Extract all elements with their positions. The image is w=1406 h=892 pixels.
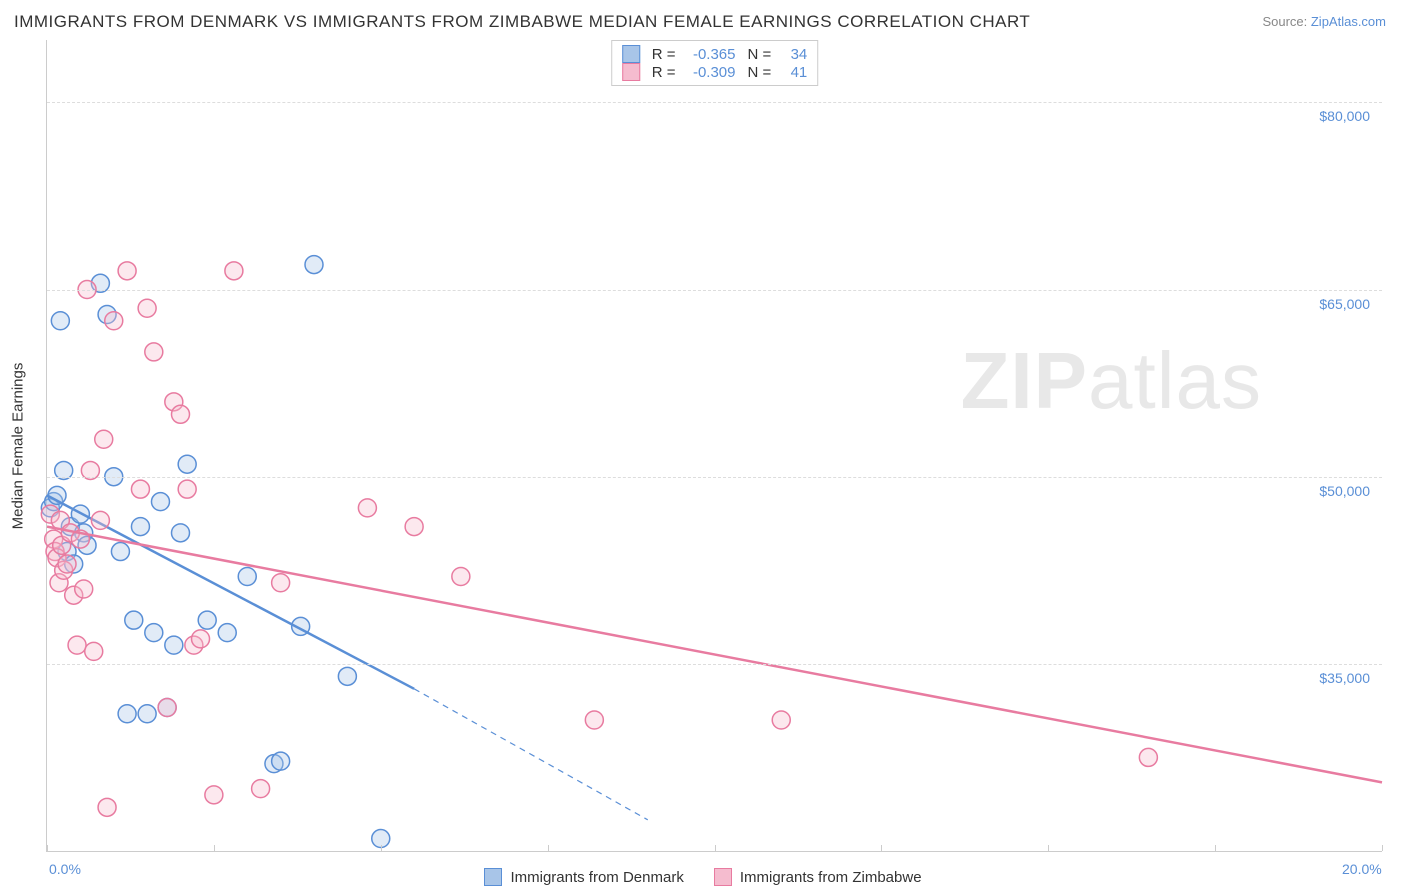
scatter-point	[138, 299, 156, 317]
scatter-point	[585, 711, 603, 729]
source-attribution: Source: ZipAtlas.com	[1262, 14, 1386, 29]
scatter-point	[172, 524, 190, 542]
gridline	[47, 102, 1382, 103]
regression-line	[47, 527, 1382, 783]
scatter-point	[198, 611, 216, 629]
scatter-point	[238, 568, 256, 586]
scatter-point	[51, 312, 69, 330]
scatter-point	[178, 480, 196, 498]
scatter-point	[68, 636, 86, 654]
scatter-point	[165, 636, 183, 654]
y-tick-label: $65,000	[1319, 296, 1370, 312]
legend-label: Immigrants from Denmark	[510, 869, 683, 886]
scatter-point	[145, 343, 163, 361]
scatter-point	[452, 568, 470, 586]
gridline	[47, 664, 1382, 665]
legend-item: Immigrants from Denmark	[484, 868, 683, 886]
legend-item: Immigrants from Zimbabwe	[714, 868, 922, 886]
scatter-point	[105, 312, 123, 330]
stat-r-value: -0.309	[684, 64, 736, 81]
scatter-point	[151, 493, 169, 511]
scatter-point	[91, 511, 109, 529]
legend-swatch-icon	[622, 63, 640, 81]
scatter-point	[158, 699, 176, 717]
scatter-point	[305, 256, 323, 274]
scatter-point	[178, 455, 196, 473]
x-tick	[381, 845, 382, 851]
gridline	[47, 477, 1382, 478]
scatter-point	[1139, 748, 1157, 766]
stat-r-value: -0.365	[684, 46, 736, 63]
stat-n-value: 41	[779, 64, 807, 81]
stat-n-value: 34	[779, 46, 807, 63]
x-tick	[214, 845, 215, 851]
gridline	[47, 290, 1382, 291]
scatter-point	[125, 611, 143, 629]
scatter-point	[111, 543, 129, 561]
scatter-point	[118, 705, 136, 723]
source-link[interactable]: ZipAtlas.com	[1311, 14, 1386, 29]
x-tick	[47, 845, 48, 851]
x-tick	[1215, 845, 1216, 851]
scatter-point	[338, 667, 356, 685]
legend-swatch-icon	[622, 45, 640, 63]
scatter-point	[172, 405, 190, 423]
plot-area: ZIPatlas R =-0.365N =34R =-0.309N =41 $3…	[46, 40, 1382, 852]
stats-row: R = -0.309 N = 41	[622, 63, 808, 81]
x-tick	[715, 845, 716, 851]
legend-swatch-icon	[484, 868, 502, 886]
source-prefix: Source:	[1262, 14, 1310, 29]
scatter-point	[98, 798, 116, 816]
scatter-point	[85, 642, 103, 660]
scatter-point	[75, 580, 93, 598]
scatter-point	[192, 630, 210, 648]
stat-r-label: R =	[652, 64, 676, 81]
y-tick-label: $80,000	[1319, 108, 1370, 124]
scatter-point	[252, 780, 270, 798]
stats-box: R = -0.365 N = 34 R = -0.309 N = 41	[611, 40, 819, 86]
stat-r-label: R =	[652, 46, 676, 63]
y-axis-label: Median Female Earnings	[10, 363, 27, 530]
scatter-point	[405, 518, 423, 536]
y-tick-label: $35,000	[1319, 670, 1370, 686]
scatter-point	[131, 518, 149, 536]
scatter-point	[272, 752, 290, 770]
scatter-point	[95, 430, 113, 448]
legend-bottom: Immigrants from Denmark Immigrants from Z…	[0, 868, 1406, 886]
stat-n-label: N =	[748, 64, 772, 81]
scatter-point	[358, 499, 376, 517]
scatter-point	[772, 711, 790, 729]
legend-label: Immigrants from Zimbabwe	[740, 869, 922, 886]
x-tick	[548, 845, 549, 851]
scatter-point	[218, 624, 236, 642]
x-tick	[1382, 845, 1383, 851]
stats-row: R = -0.365 N = 34	[622, 45, 808, 63]
x-tick	[1048, 845, 1049, 851]
x-tick	[881, 845, 882, 851]
scatter-point	[118, 262, 136, 280]
scatter-point	[145, 624, 163, 642]
legend-swatch-icon	[714, 868, 732, 886]
stat-n-label: N =	[748, 46, 772, 63]
regression-line-dashed	[414, 689, 648, 820]
scatter-point	[131, 480, 149, 498]
scatter-point	[58, 555, 76, 573]
scatter-point	[205, 786, 223, 804]
scatter-point	[225, 262, 243, 280]
plot-svg	[47, 40, 1382, 851]
scatter-point	[138, 705, 156, 723]
y-tick-label: $50,000	[1319, 483, 1370, 499]
scatter-point	[272, 574, 290, 592]
chart-title: IMMIGRANTS FROM DENMARK VS IMMIGRANTS FR…	[14, 12, 1030, 32]
